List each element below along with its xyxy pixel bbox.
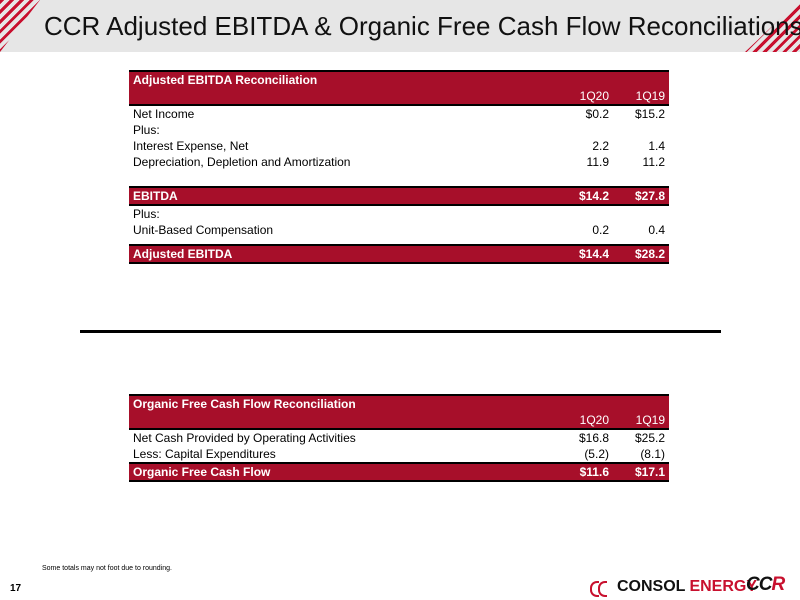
organic-fcf-table: Organic Free Cash Flow Reconciliation 1Q…: [129, 394, 669, 482]
ebitda-total-row: EBITDA $14.2 $27.8: [129, 186, 669, 206]
table-header-row: Organic Free Cash Flow Reconciliation: [129, 394, 669, 412]
row-value: 2.2: [592, 139, 609, 153]
row-label: Depreciation, Depletion and Amortization: [133, 155, 351, 169]
consol-mark-icon: [590, 579, 612, 597]
table-row: Less: Capital Expenditures (5.2) (8.1): [129, 446, 669, 463]
adjusted-ebitda-total-row: Adjusted EBITDA $14.4 $28.2: [129, 244, 669, 264]
row-value: (5.2): [584, 447, 609, 461]
title-bar: CCR Adjusted EBITDA & Organic Free Cash …: [0, 0, 800, 52]
row-label: Organic Free Cash Flow: [129, 462, 553, 482]
ccr-logo-text: CC: [746, 574, 772, 595]
consol-energy-logo: CONSOL ENERGY: [590, 578, 758, 597]
decorative-stripes-left: [0, 0, 40, 52]
row-label: Plus:: [133, 123, 160, 137]
column-header: 1Q20: [553, 412, 613, 430]
organic-fcf-total-row: Organic Free Cash Flow $11.6 $17.1: [129, 462, 669, 482]
logo-text-consol: CONSOL: [617, 578, 686, 595]
table-title: Adjusted EBITDA Reconciliation: [129, 70, 669, 88]
table-title: Organic Free Cash Flow Reconciliation: [129, 394, 669, 412]
table-header-row: Adjusted EBITDA Reconciliation: [129, 70, 669, 88]
row-value: $15.2: [634, 107, 665, 121]
column-header: 1Q19: [613, 412, 669, 430]
row-value: $14.2: [553, 186, 613, 206]
ccr-logo: CCR: [746, 574, 796, 596]
row-label: Net Cash Provided by Operating Activitie…: [133, 431, 356, 445]
row-label: Adjusted EBITDA: [129, 244, 553, 264]
row-value: 11.9: [586, 155, 609, 169]
row-label: Less: Capital Expenditures: [133, 447, 276, 461]
table-column-header-row: 1Q20 1Q19: [129, 412, 669, 430]
table-row: Net Cash Provided by Operating Activitie…: [129, 429, 669, 446]
row-value: $0.2: [585, 107, 609, 121]
row-value: 0.2: [592, 223, 609, 237]
ccr-logo-r: R: [771, 574, 785, 595]
row-label: Net Income: [133, 107, 195, 121]
footnote: Some totals may not foot due to rounding…: [42, 565, 172, 572]
table-row: Plus:: [129, 122, 669, 138]
row-label: Interest Expense, Net: [133, 139, 249, 153]
table-row: Unit-Based Compensation 0.2 0.4: [129, 222, 669, 238]
row-value: 1.4: [648, 139, 665, 153]
section-divider: [80, 330, 721, 333]
row-label: Unit-Based Compensation: [133, 223, 274, 237]
adjusted-ebitda-table: Adjusted EBITDA Reconciliation 1Q20 1Q19…: [129, 70, 669, 264]
row-label: EBITDA: [129, 186, 553, 206]
logo-text-energy: ENERGY: [689, 578, 758, 595]
row-value: (8.1): [640, 447, 665, 461]
table-row: Depreciation, Depletion and Amortization…: [129, 154, 669, 170]
row-value: $28.2: [613, 244, 669, 264]
table-row: Plus:: [129, 205, 669, 222]
column-header: 1Q20: [553, 88, 613, 106]
page-number: 17: [10, 583, 22, 594]
row-value: 11.2: [642, 155, 665, 169]
row-value: $16.8: [578, 431, 609, 445]
row-value: $11.6: [553, 462, 613, 482]
table-column-header-row: 1Q20 1Q19: [129, 88, 669, 106]
spacer-row: [129, 238, 669, 245]
table-row: Net Income $0.2 $15.2: [129, 105, 669, 122]
table-row: Interest Expense, Net 2.2 1.4: [129, 138, 669, 154]
row-value: $17.1: [613, 462, 669, 482]
row-value: $25.2: [634, 431, 665, 445]
row-value: 0.4: [648, 223, 665, 237]
spacer-row: [129, 170, 669, 187]
row-value: $14.4: [553, 244, 613, 264]
row-label: Plus:: [133, 207, 160, 221]
row-value: $27.8: [613, 186, 669, 206]
column-header: 1Q19: [613, 88, 669, 106]
page-title: CCR Adjusted EBITDA & Organic Free Cash …: [44, 11, 800, 41]
